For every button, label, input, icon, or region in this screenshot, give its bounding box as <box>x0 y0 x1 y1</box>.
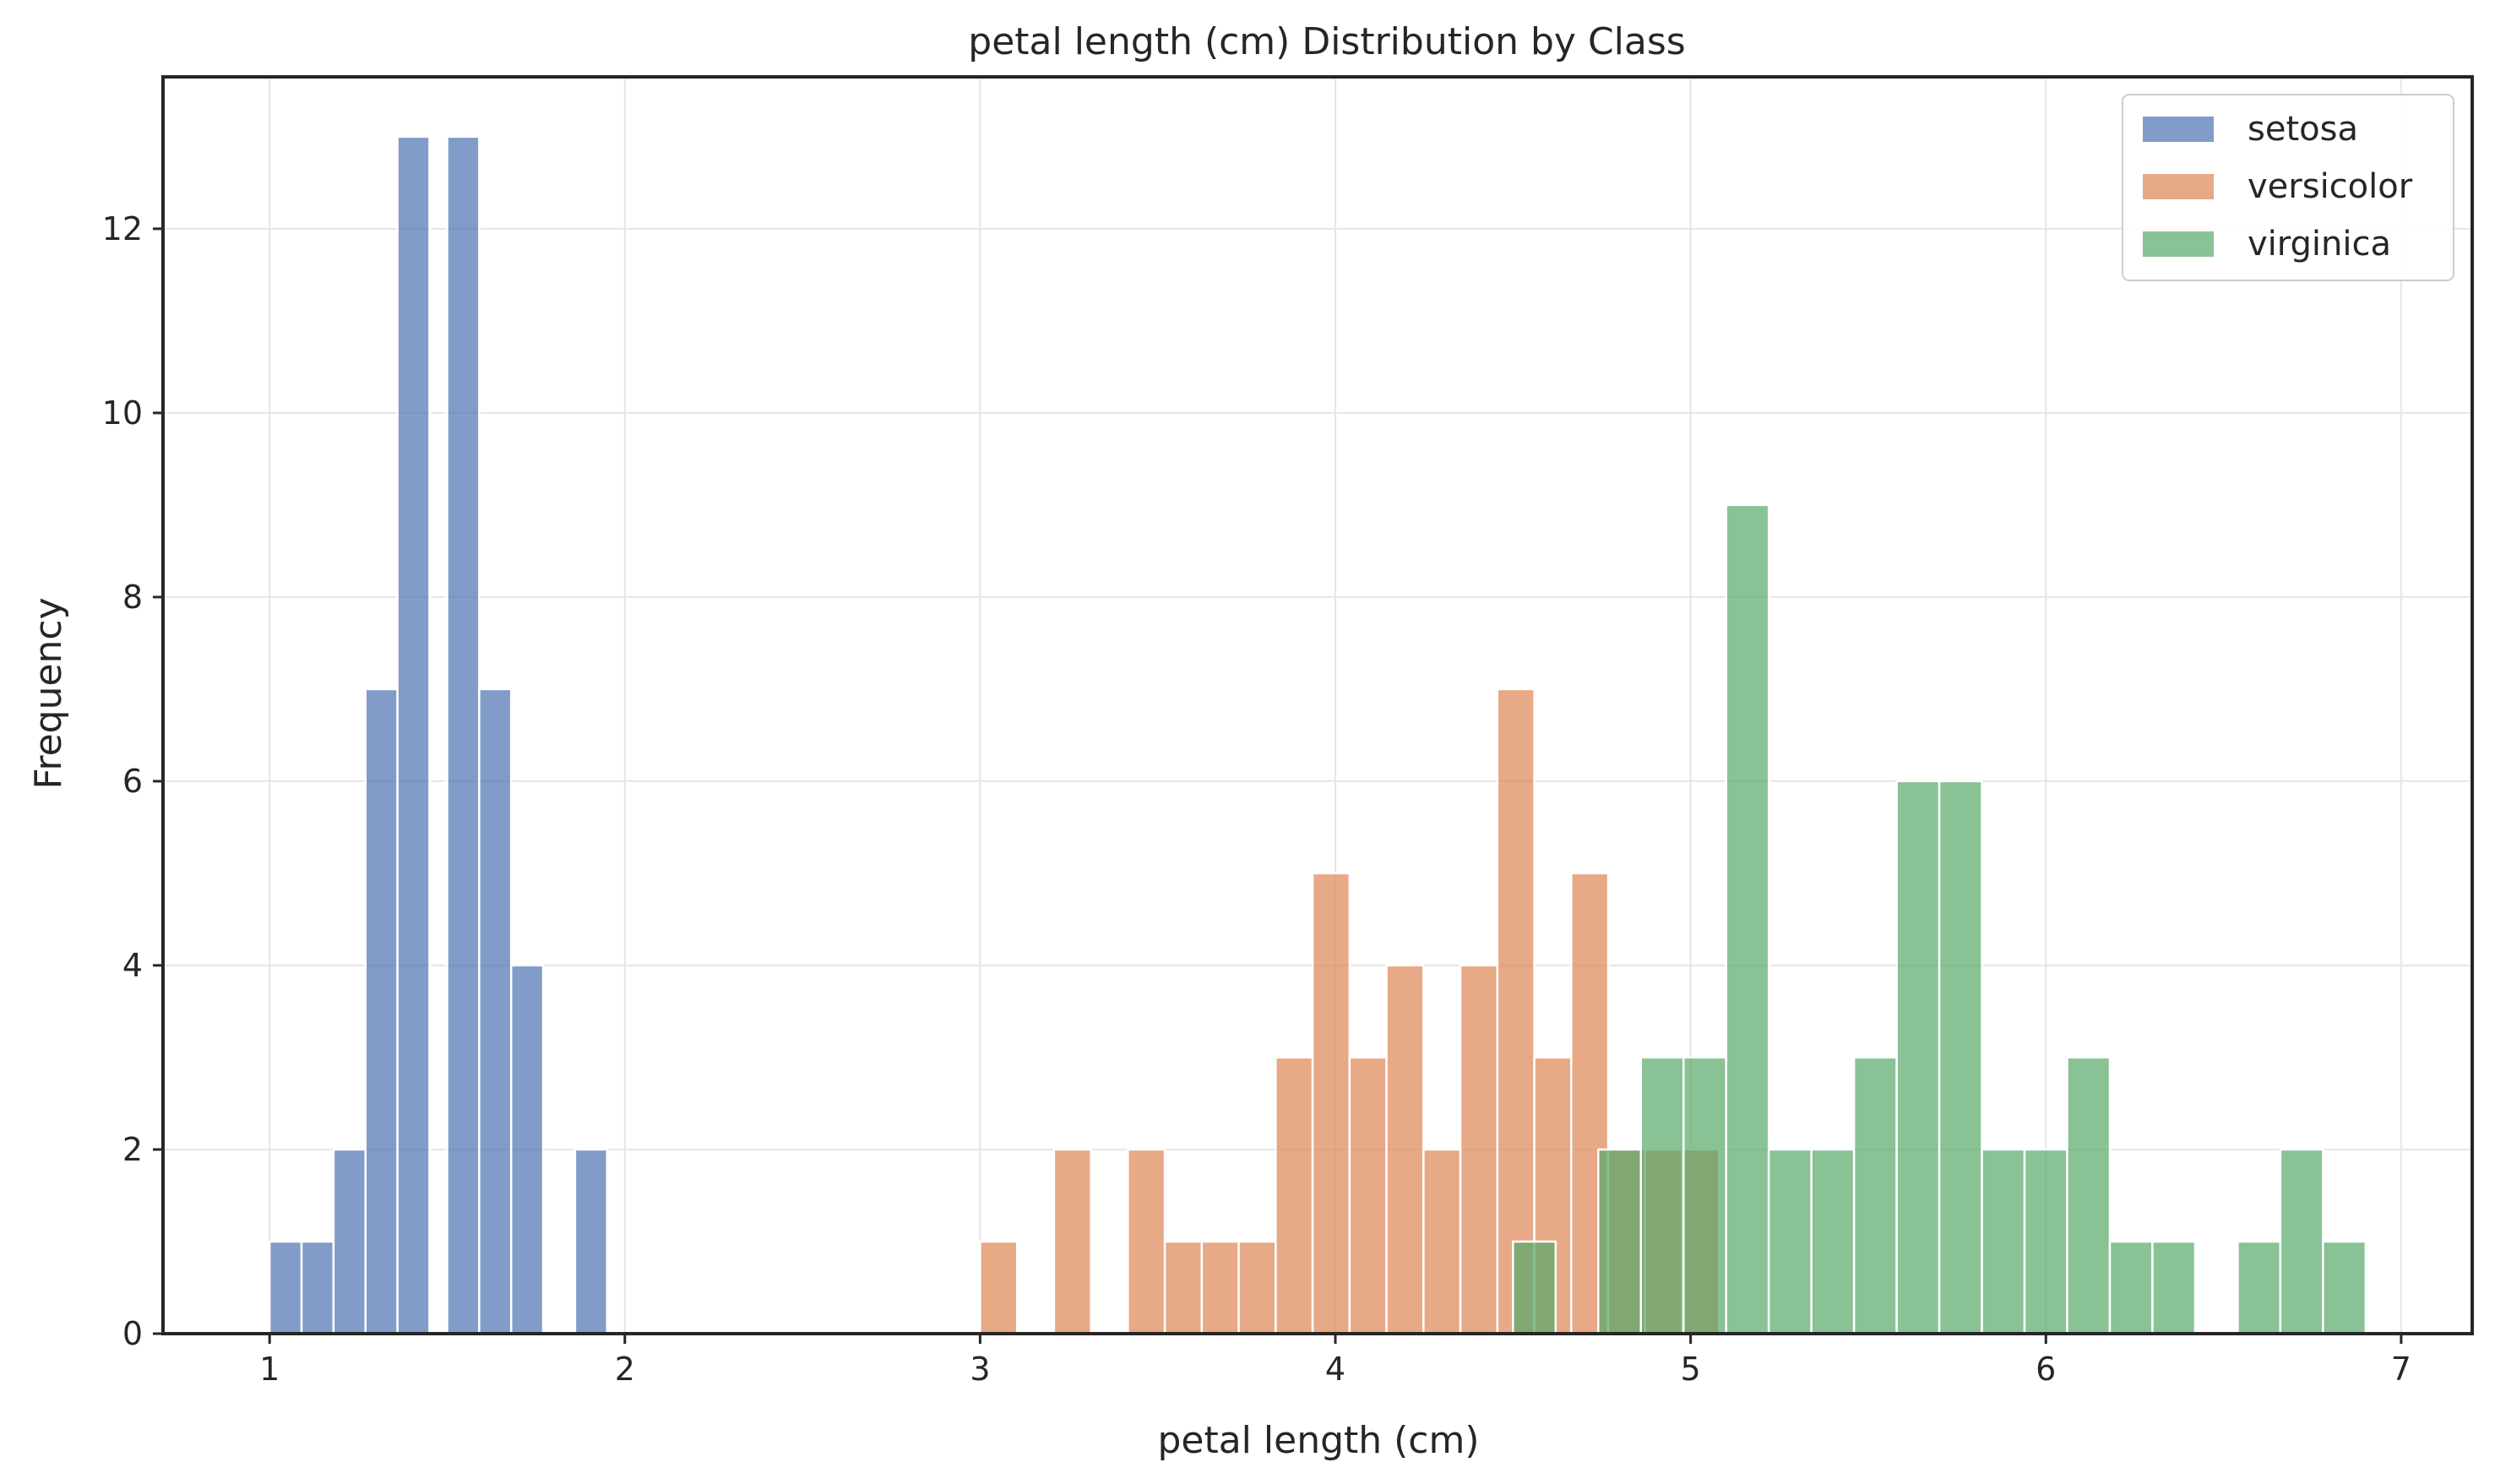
x-tick-label: 7 <box>2391 1351 2411 1388</box>
bar-virginica-4 <box>1725 503 1770 1335</box>
bar-virginica-12 <box>2066 1056 2112 1335</box>
series-setosa <box>268 135 609 1335</box>
bar-versicolor-0 <box>979 1240 1019 1335</box>
x-axis-label: petal length (cm) <box>1157 1419 1479 1462</box>
bar-versicolor-4 <box>1200 1240 1240 1335</box>
bar-virginica-5 <box>1767 1148 1813 1335</box>
bar-setosa-0 <box>268 1240 303 1335</box>
bar-setosa-4 <box>396 135 431 1335</box>
bar-versicolor-8 <box>1348 1056 1388 1335</box>
y-tick-label: 10 <box>102 394 143 432</box>
bar-versicolor-10 <box>1422 1148 1462 1335</box>
bar-virginica-8 <box>1895 780 1941 1335</box>
bar-setosa-2 <box>332 1148 367 1335</box>
bar-setosa-1 <box>300 1240 335 1335</box>
bar-virginica-16 <box>2279 1148 2324 1335</box>
legend-label-virginica: virginica <box>2248 225 2391 264</box>
y-tick-label: 8 <box>122 579 143 616</box>
bars-layer <box>268 135 2367 1335</box>
legend-label-setosa: setosa <box>2248 110 2358 149</box>
bar-virginica-2 <box>1639 1056 1685 1335</box>
y-tick-label: 2 <box>122 1131 143 1168</box>
bar-virginica-14 <box>2151 1240 2197 1335</box>
bar-versicolor-5 <box>1237 1240 1277 1335</box>
bar-virginica-0 <box>1512 1240 1557 1335</box>
bar-setosa-3 <box>364 688 399 1335</box>
y-tick-label: 12 <box>102 210 143 247</box>
bar-virginica-7 <box>1852 1056 1898 1335</box>
bar-versicolor-1 <box>1052 1148 1092 1335</box>
legend-swatch-virginica <box>2143 231 2214 257</box>
chart-title: petal length (cm) Distribution by Class <box>968 20 1685 63</box>
legend: setosa versicolor virginica <box>2122 94 2454 281</box>
legend-label-versicolor: versicolor <box>2248 167 2413 206</box>
bar-versicolor-7 <box>1311 872 1351 1335</box>
bar-versicolor-11 <box>1459 964 1499 1335</box>
x-tick-label: 5 <box>1681 1351 1701 1388</box>
bar-virginica-17 <box>2322 1240 2367 1335</box>
bar-virginica-3 <box>1682 1056 1727 1335</box>
bar-virginica-9 <box>1938 780 1983 1335</box>
legend-swatch-versicolor <box>2143 174 2214 199</box>
bar-setosa-9 <box>573 1148 609 1335</box>
bar-virginica-1 <box>1597 1148 1643 1335</box>
x-tick-label: 4 <box>1325 1351 1345 1388</box>
bar-virginica-15 <box>2237 1240 2282 1335</box>
bar-setosa-7 <box>478 688 513 1335</box>
y-axis-label: Frequency <box>27 597 70 789</box>
bar-versicolor-12 <box>1496 688 1536 1335</box>
y-tick-label: 0 <box>122 1315 143 1352</box>
bar-versicolor-6 <box>1275 1056 1314 1335</box>
bar-setosa-6 <box>446 135 481 1335</box>
x-tick-label: 1 <box>259 1351 280 1388</box>
y-tick-label: 4 <box>122 947 143 984</box>
x-tick-label: 6 <box>2036 1351 2056 1388</box>
x-tick-label: 3 <box>970 1351 990 1388</box>
bar-virginica-13 <box>2108 1240 2154 1335</box>
x-tick-label: 2 <box>615 1351 635 1388</box>
bar-setosa-8 <box>509 964 545 1335</box>
legend-swatch-setosa <box>2143 117 2214 142</box>
bar-virginica-11 <box>2023 1148 2068 1335</box>
series-virginica <box>1512 503 2367 1335</box>
bar-versicolor-2 <box>1127 1148 1166 1335</box>
bar-versicolor-9 <box>1385 964 1425 1335</box>
y-tick-label: 6 <box>122 763 143 800</box>
plot-frame <box>161 75 2474 1335</box>
bar-virginica-10 <box>1981 1148 2026 1335</box>
bar-virginica-6 <box>1810 1148 1856 1335</box>
bar-versicolor-3 <box>1163 1240 1204 1335</box>
